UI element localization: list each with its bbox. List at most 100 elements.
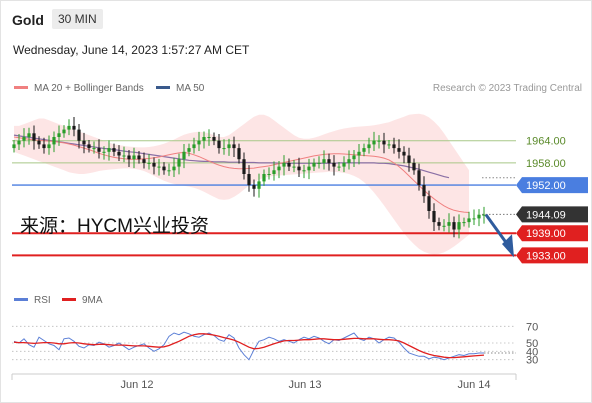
candle-body <box>57 133 61 137</box>
candle-body <box>197 140 201 145</box>
candle-body <box>432 211 436 223</box>
candle-body <box>212 137 216 141</box>
candle-body <box>342 162 346 167</box>
candle-body <box>247 174 251 186</box>
candle-body <box>452 222 456 230</box>
x-tick-label-1: Jun 13 <box>288 379 321 391</box>
candle-body <box>27 133 31 137</box>
candle-body <box>17 140 21 145</box>
candle-body <box>102 151 106 153</box>
candle-body <box>427 196 431 211</box>
candle-body <box>252 185 256 189</box>
candle-body <box>422 185 426 197</box>
candle-body <box>42 144 46 149</box>
candle-body <box>132 155 136 160</box>
candle-body <box>107 148 111 152</box>
candle-body <box>237 148 241 160</box>
date-line: Wednesday, June 14, 2023 1:57:27 AM CET <box>13 43 250 57</box>
candle-body <box>207 137 211 138</box>
candle-body <box>467 218 471 223</box>
candle-body <box>67 125 71 130</box>
candle-body <box>222 148 226 150</box>
candle-body <box>77 129 81 141</box>
candle-body <box>177 159 181 167</box>
candle-body <box>477 214 481 219</box>
level-label-2: 1952.00 <box>526 180 566 192</box>
candle-body <box>282 162 286 167</box>
x-tick-label-2: Jun 14 <box>457 379 490 391</box>
candle-body <box>362 148 366 152</box>
candle-body <box>37 140 41 145</box>
candle-body <box>372 140 376 145</box>
candle-body <box>52 137 56 145</box>
candle-body <box>182 151 186 160</box>
level-badge-3 <box>516 206 588 223</box>
candle-body <box>147 162 151 164</box>
legend-rsi-label: RSI <box>34 295 51 306</box>
candle-body <box>187 148 191 152</box>
level-label-0: 1964.00 <box>526 136 566 148</box>
rsi-tick-3: 30 <box>526 355 538 367</box>
legend-ma50-swatch <box>156 86 170 89</box>
bollinger-band <box>14 113 469 255</box>
candle-body <box>12 144 16 149</box>
symbol-title: Gold <box>12 12 44 28</box>
candle-body <box>97 148 101 152</box>
candle-body <box>152 162 156 167</box>
candle-body <box>137 155 141 160</box>
level-label-3: 1944.09 <box>526 209 566 221</box>
candle-body <box>32 133 36 141</box>
rsi-series-9ma <box>13 333 485 359</box>
legend-9ma-swatch <box>62 298 76 301</box>
candle-body <box>22 137 26 141</box>
candle-body <box>377 140 381 142</box>
candle-body <box>287 162 291 167</box>
candle-body <box>392 144 396 149</box>
candle-body <box>447 222 451 226</box>
candle-body <box>202 137 206 141</box>
candle-body <box>277 166 281 171</box>
candle-body <box>47 144 51 149</box>
candle-body <box>162 166 166 171</box>
candle-body <box>402 151 406 156</box>
candle-body <box>407 155 411 163</box>
candle-body <box>232 144 236 149</box>
level-label-1: 1958.00 <box>526 158 566 170</box>
rsi-tick-2: 40 <box>526 346 538 358</box>
candle-body <box>62 129 66 134</box>
forecast-arrow-head <box>502 234 514 258</box>
legend-ma50-label: MA 50 <box>176 83 205 94</box>
candle-body <box>357 151 361 156</box>
level-badge-5 <box>516 247 588 264</box>
ma20-line <box>13 136 470 213</box>
candle-body <box>227 144 231 149</box>
candle-body <box>272 170 276 174</box>
candle-body <box>457 222 461 230</box>
candle-body <box>122 155 126 157</box>
candle-body <box>142 159 146 163</box>
candle-body <box>337 166 341 168</box>
candle-body <box>172 166 176 171</box>
timeframe-badge[interactable]: 30 MIN <box>52 9 103 29</box>
legend-rsi-swatch <box>14 298 28 301</box>
candle-body <box>317 162 321 164</box>
candle-body <box>262 174 266 182</box>
candle-body <box>92 148 96 150</box>
credit-text: Research © 2023 Trading Central <box>433 83 582 94</box>
watermark-text: 来源：HYCM兴业投资 <box>20 215 209 237</box>
rsi-tick-1: 50 <box>526 338 538 350</box>
candle-body <box>412 162 416 171</box>
legend-bb-label: MA 20 + Bollinger Bands <box>34 83 144 94</box>
candle-body <box>127 155 131 160</box>
candle-body <box>297 166 301 171</box>
candle-body <box>192 144 196 149</box>
candle-body <box>367 144 371 149</box>
level-label-5: 1933.00 <box>526 250 566 262</box>
candle-body <box>157 166 161 168</box>
candle-body <box>87 144 91 149</box>
candle-body <box>482 214 486 216</box>
candle-body <box>72 125 76 130</box>
legend-bb-swatch <box>14 86 28 89</box>
rsi-series-rsi <box>13 331 484 361</box>
